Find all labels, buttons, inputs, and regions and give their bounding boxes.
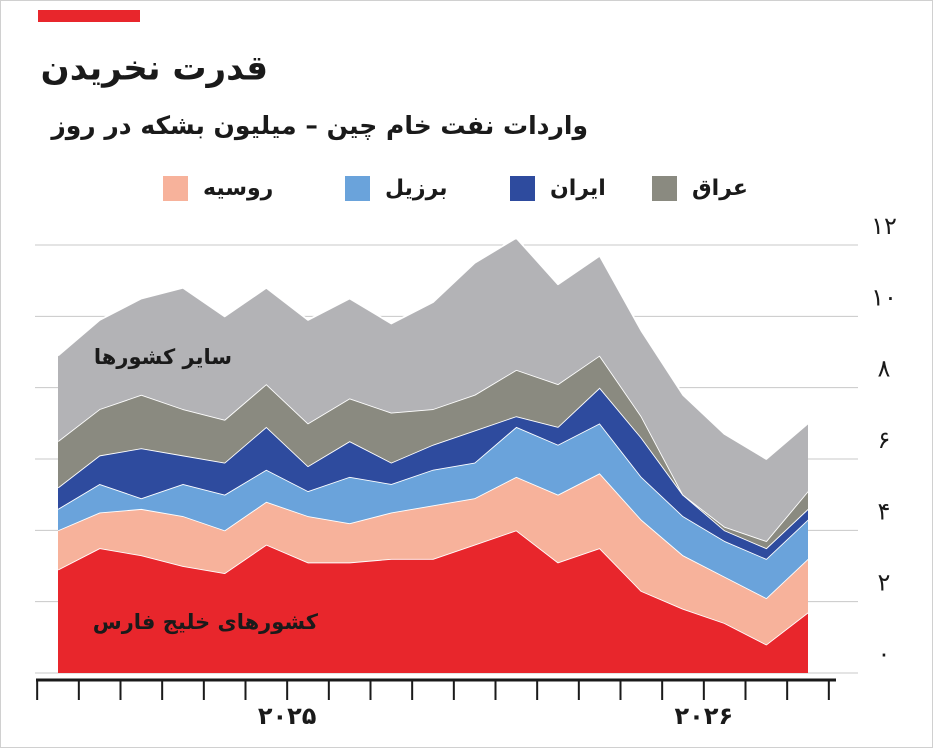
- legend-label: عراق: [692, 176, 748, 201]
- legend-swatch: [345, 176, 370, 201]
- y-tick-label: ۶: [878, 426, 891, 454]
- series-label: کشورهای خلیج فارس: [93, 610, 319, 634]
- area: [58, 473, 808, 645]
- accent-bar: [38, 10, 140, 22]
- y-tick-label: ۴: [878, 497, 891, 525]
- area: [58, 355, 808, 549]
- area: [58, 530, 808, 673]
- y-tick-label: ۲: [878, 569, 891, 597]
- area-edge: [57, 236, 809, 460]
- legend-swatch: [163, 176, 188, 201]
- series-label: سایر کشورها: [94, 345, 232, 369]
- area: [58, 423, 808, 599]
- y-tick-label: ۸: [878, 355, 891, 383]
- area-edge: [57, 354, 809, 542]
- x-tick-label: ۲۰۲۵: [258, 702, 317, 730]
- legend-label: ایران: [550, 176, 606, 201]
- x-tick-label: ۲۰۲۶: [675, 702, 734, 730]
- y-tick-label: ۰: [878, 640, 891, 668]
- legend-label: روسیه: [203, 176, 273, 201]
- legend-swatch: [510, 176, 535, 201]
- chart-title: قدرت نخریدن: [41, 49, 268, 89]
- area: [58, 237, 808, 542]
- area: [58, 387, 808, 559]
- legend-label: برزیل: [385, 176, 448, 201]
- chart-subtitle: واردات نفت خام چین – میلیون بشکه در روز: [49, 111, 588, 141]
- y-tick-label: ۱۲: [871, 212, 897, 240]
- legend-swatch: [652, 176, 677, 201]
- y-tick-label: ۱۰: [871, 283, 897, 311]
